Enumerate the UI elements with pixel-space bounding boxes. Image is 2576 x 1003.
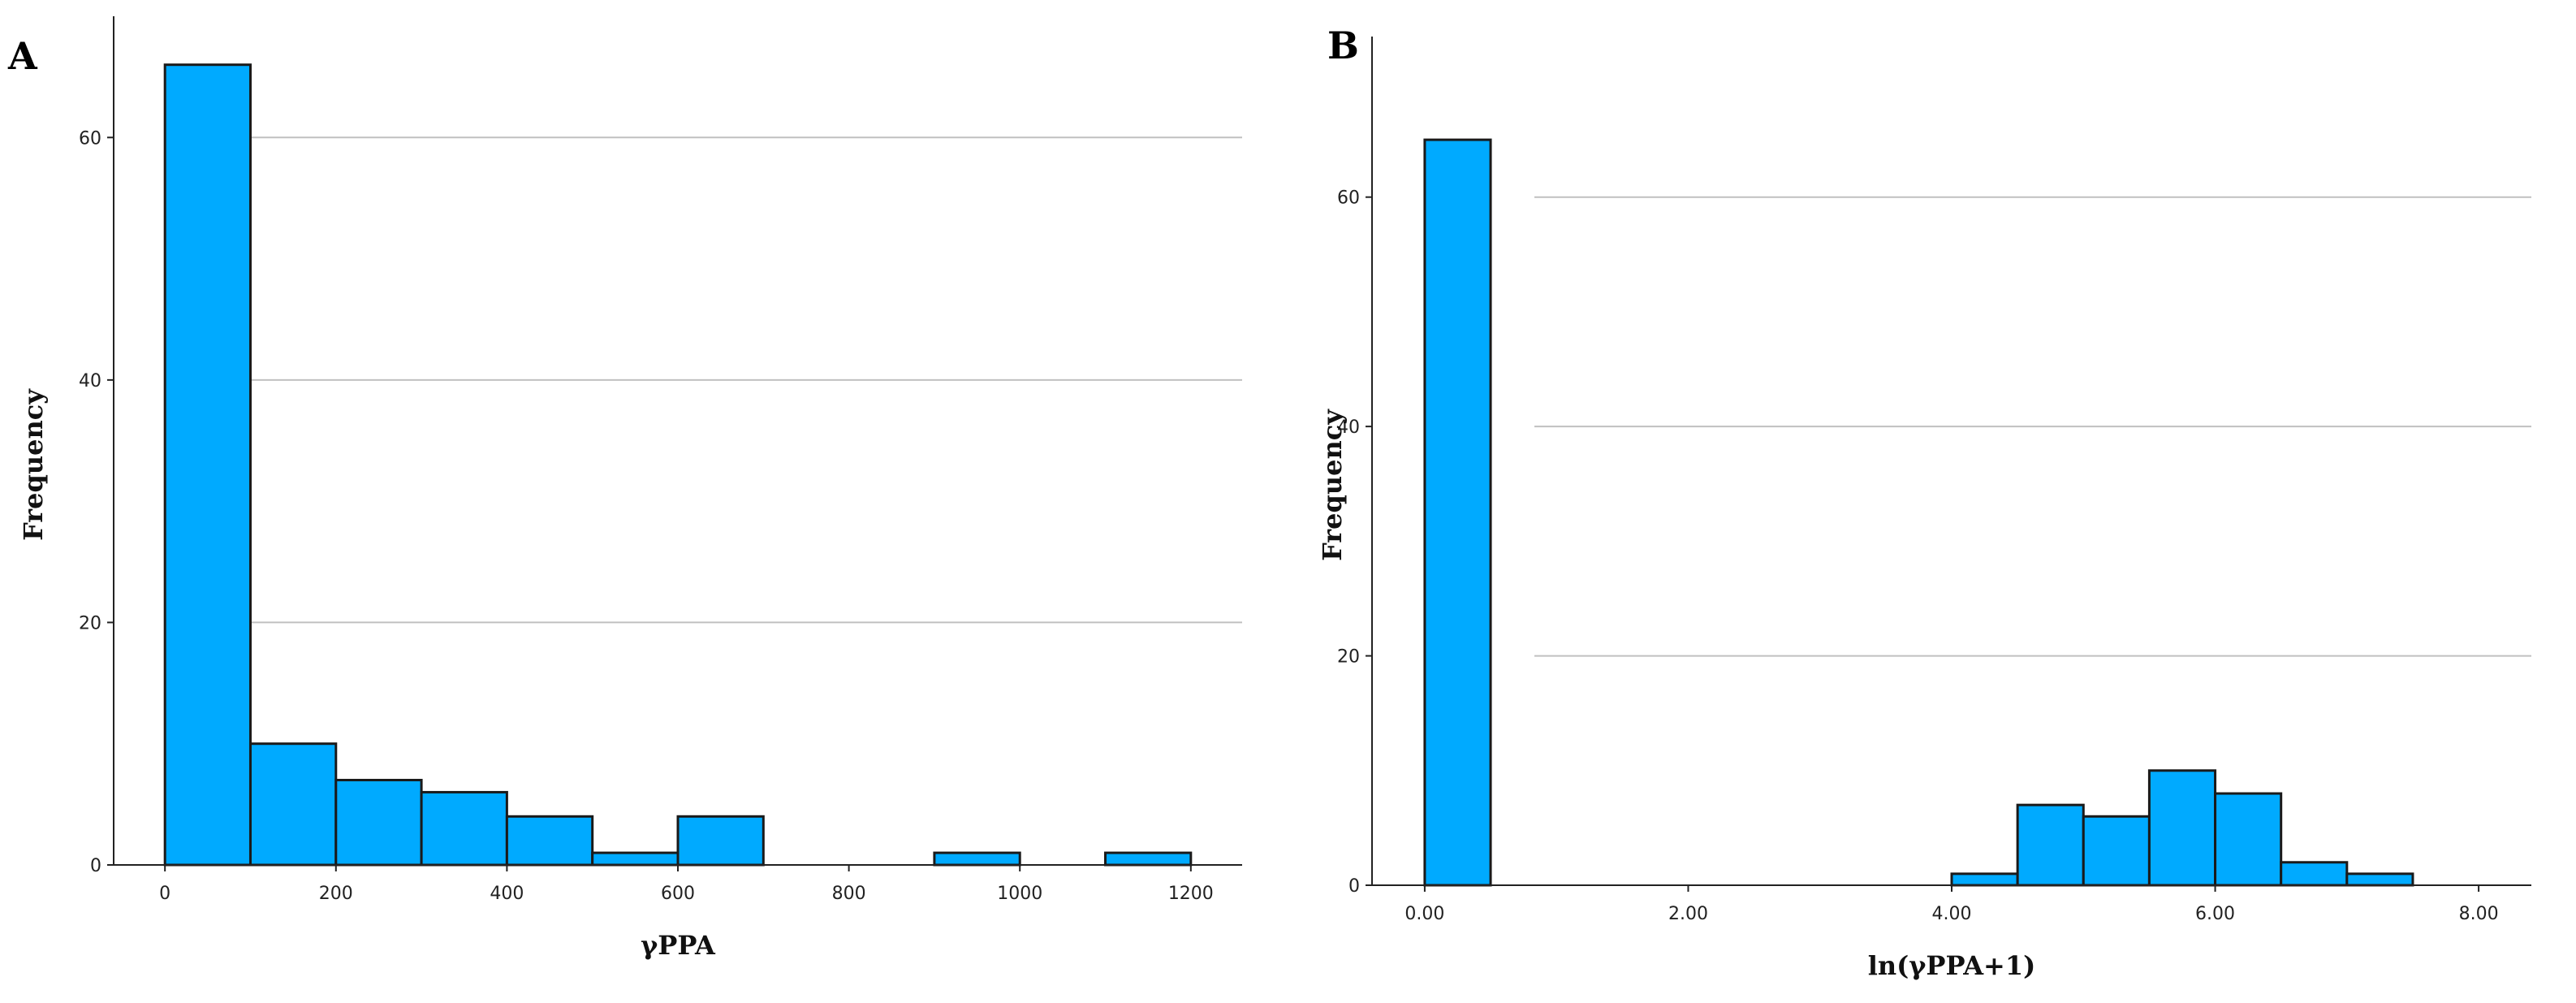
histogram-bar (163, 63, 252, 867)
x-tick-label: 400 (490, 884, 524, 904)
y-tick-label: 60 (79, 128, 101, 149)
histogram-bar (2016, 803, 2085, 887)
histogram-bar (1423, 138, 1492, 887)
x-tick-label: 8.00 (2459, 904, 2499, 924)
x-tick-label: 1200 (1168, 884, 1214, 904)
y-tick-label: 20 (79, 613, 101, 633)
panel-label: B (1327, 24, 1359, 67)
histogram-bar (2147, 769, 2217, 887)
y-tick-label: 40 (1337, 417, 1360, 438)
x-tick-label: 600 (661, 884, 695, 904)
x-tick-label: 1000 (997, 884, 1042, 904)
y-tick-label: 0 (1348, 876, 1360, 897)
y-tick-label: 20 (1337, 647, 1360, 668)
x-tick-label: 0 (159, 884, 170, 904)
y-tick-label: 40 (79, 371, 101, 391)
x-tick-label: 2.00 (1668, 904, 1708, 924)
histogram-bar (591, 851, 680, 867)
x-axis-label: ln(γPPA+1) (1868, 950, 2036, 981)
x-axis-label: γPPA (641, 930, 716, 961)
y-axis-label: Frequency (18, 388, 49, 541)
y-axis-label: Frequency (1317, 409, 1348, 561)
y-tick-label: 0 (90, 856, 101, 876)
histogram-bar (2280, 861, 2349, 887)
histogram-bar (505, 815, 594, 867)
panel-label: A (7, 34, 38, 78)
x-tick-label: 800 (832, 884, 866, 904)
x-tick-label: 0.00 (1405, 904, 1444, 924)
x-tick-label: 4.00 (1932, 904, 1972, 924)
histogram-bar (676, 815, 765, 867)
x-tick-label: 200 (319, 884, 353, 904)
histogram-bar (1950, 872, 2019, 887)
histogram-bar (1104, 851, 1193, 867)
y-tick-label: 60 (1337, 188, 1360, 209)
histogram-bar (2345, 872, 2414, 887)
x-tick-label: 6.00 (2195, 904, 2235, 924)
panel-b-histogram: 0 20 40 60 0.00 2.00 4.00 6.00 8.00 ln(γPPA+1) Fre… (1317, 24, 2531, 981)
histogram-bar (2082, 815, 2151, 887)
histogram-bar (248, 742, 338, 867)
histogram-bar (933, 851, 1021, 867)
histogram-bar (2214, 792, 2283, 887)
histogram-bar (420, 790, 508, 867)
histogram-bar (334, 779, 423, 867)
